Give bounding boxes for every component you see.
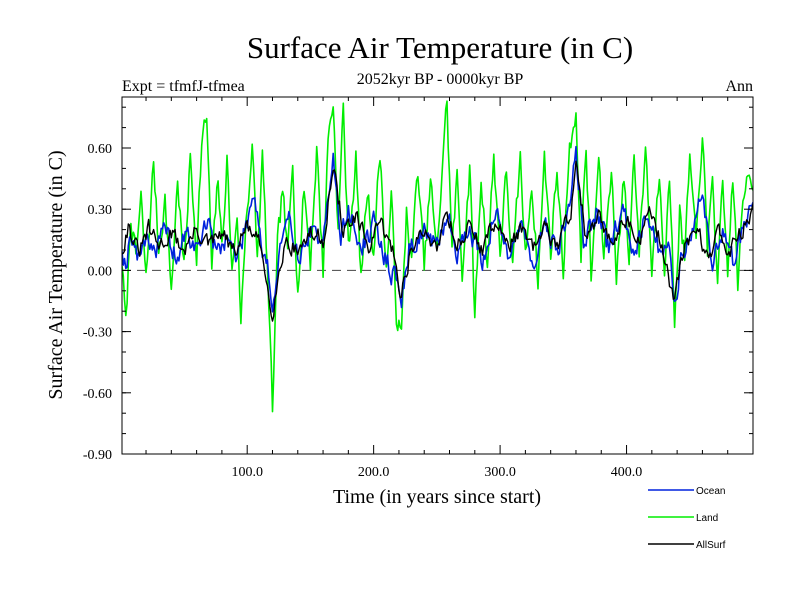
legend-label-allsurf: AllSurf (696, 540, 726, 551)
series-line-ocean (122, 145, 753, 313)
season-label: Ann (725, 78, 753, 95)
x-tick-label: 100.0 (231, 465, 263, 480)
y-tick-label: 0.00 (88, 264, 113, 279)
y-tick-label: -0.90 (83, 448, 112, 463)
legend-label-ocean: Ocean (696, 486, 725, 497)
plot-frame (121, 96, 754, 455)
legend-label-land: Land (696, 513, 718, 524)
experiment-label: Expt = tfmfJ-tfmea (122, 78, 245, 95)
legend: Ocean Land AllSurf (648, 486, 726, 551)
x-tick-label: 200.0 (358, 465, 390, 480)
y-tick-label: -0.30 (83, 326, 112, 341)
x-tick-label: 300.0 (484, 465, 516, 480)
y-tick-label: 0.30 (88, 203, 113, 218)
chart-title: Surface Air Temperature (in C) (247, 30, 633, 65)
x-axis-label: Time (in years since start) (333, 486, 541, 508)
y-tick-label: 0.60 (88, 142, 113, 157)
series-line-allsurf (122, 160, 753, 322)
y-axis-label: Surface Air Temperature (in C) (45, 150, 67, 399)
series-line-land (122, 100, 753, 413)
x-tick-label: 400.0 (611, 465, 643, 480)
chart-subtitle: 2052kyr BP - 0000kyr BP (357, 71, 524, 88)
y-tick-label: -0.60 (83, 387, 112, 402)
